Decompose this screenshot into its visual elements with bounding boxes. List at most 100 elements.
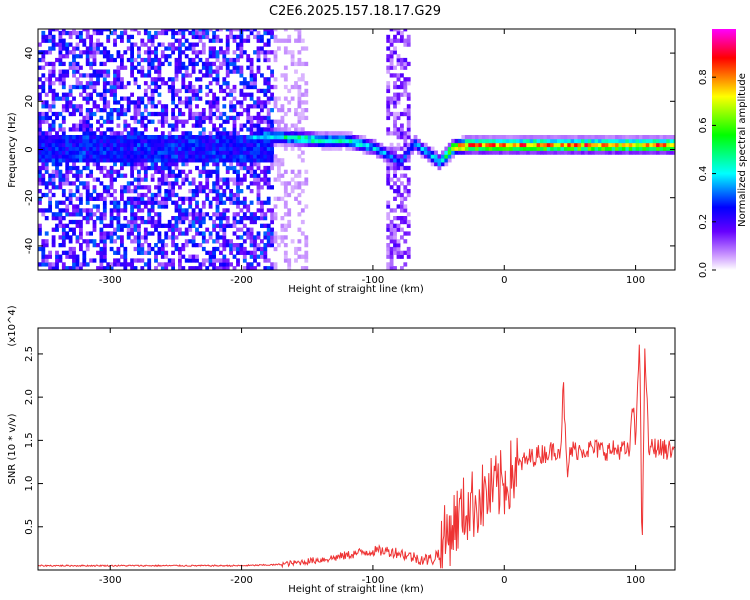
heatmap-cell [236, 154, 240, 159]
heatmap-cell [44, 146, 49, 151]
heatmap-cell [201, 162, 206, 167]
heatmap-cell [222, 127, 227, 132]
heatmap-cell [184, 38, 189, 43]
heatmap-cell [160, 119, 165, 124]
heatmap-cell [130, 61, 135, 67]
heatmap-cell [188, 61, 193, 67]
heatmap-cell [89, 42, 94, 47]
heatmap-cell [553, 138, 558, 144]
heatmap-cell [102, 81, 107, 86]
heatmap-cell [130, 69, 135, 74]
heatmap-cell [400, 131, 404, 136]
heatmap-cell [652, 138, 657, 144]
snr-series-line [38, 344, 675, 569]
heatmap-cell [130, 231, 135, 236]
heatmap-cell [99, 96, 104, 101]
heatmap-cell [205, 158, 210, 163]
heatmap-cell [44, 111, 49, 117]
heatmap-cell [85, 154, 90, 159]
heatmap-cell [536, 146, 541, 151]
heatmap-cell [570, 146, 575, 151]
heatmap-cell [174, 119, 179, 124]
heatmap-cell [239, 104, 244, 109]
heatmap-cell [215, 73, 220, 78]
heatmap-cell [58, 169, 63, 174]
heatmap-cell [198, 185, 203, 190]
heatmap-cell [574, 150, 578, 155]
heatmap-cell [72, 227, 76, 232]
heatmap-cell [58, 150, 63, 155]
heatmap-cell [65, 196, 70, 201]
heatmap-cell [280, 108, 285, 113]
heatmap-cell [277, 38, 281, 43]
heatmap-cell [219, 138, 223, 144]
heatmap-cell [85, 96, 90, 101]
heatmap-cell [164, 154, 169, 159]
heatmap-cell [178, 135, 182, 140]
heatmap-cell [232, 65, 237, 70]
heatmap-cell [273, 57, 278, 63]
x-tick-label: -300 [99, 575, 122, 586]
heatmap-cell [96, 208, 100, 213]
heatmap-cell [174, 135, 179, 140]
heatmap-cell [133, 165, 138, 171]
heatmap-cell [458, 146, 462, 151]
heatmap-cell [219, 154, 223, 159]
heatmap-cell [400, 173, 404, 178]
heatmap-cell [188, 204, 193, 209]
heatmap-cell [68, 104, 73, 109]
heatmap-cell [260, 177, 264, 182]
heatmap-cell [82, 154, 87, 159]
heatmap-cell [154, 154, 158, 159]
heatmap-cell [533, 146, 538, 151]
heatmap-cell [406, 219, 411, 225]
heatmap-cell [106, 111, 111, 117]
heatmap-cell [72, 146, 76, 151]
heatmap-cell [195, 231, 199, 236]
heatmap-cell [505, 135, 510, 140]
heatmap-cell [290, 84, 295, 90]
heatmap-cell [106, 54, 111, 59]
heatmap-cell [143, 250, 148, 255]
heatmap-cell [133, 150, 138, 155]
heatmap-cell [79, 181, 83, 186]
heatmap-cell [143, 88, 148, 94]
heatmap-cell [645, 150, 650, 155]
heatmap-cell [126, 100, 131, 105]
heatmap-cell [253, 142, 257, 148]
heatmap-cell [201, 61, 206, 67]
heatmap-cell [212, 61, 217, 67]
heatmap-cell [164, 235, 169, 240]
heatmap-cell [164, 189, 169, 194]
heatmap-cell [417, 142, 421, 148]
heatmap-cell [109, 235, 114, 240]
heatmap-cell [92, 212, 97, 217]
heatmap-cell [266, 258, 271, 263]
heatmap-cell [283, 96, 288, 101]
heatmap-cell [273, 196, 278, 201]
heatmap-cell [400, 196, 404, 201]
heatmap-cell [222, 96, 227, 101]
heatmap-cell [393, 123, 397, 128]
heatmap-cell [109, 88, 114, 94]
heatmap-cell [557, 142, 561, 148]
heatmap-cell [280, 227, 285, 232]
heatmap-cell [236, 169, 240, 174]
heatmap-cell [167, 146, 172, 151]
heatmap-cell [219, 158, 223, 163]
heatmap-cell [205, 29, 210, 32]
heatmap-cell [300, 142, 305, 148]
heatmap-cell [147, 150, 152, 155]
heatmap-cell [335, 142, 339, 148]
heatmap-cell [154, 46, 158, 51]
heatmap-cell [51, 42, 56, 47]
heatmap-cell [625, 146, 630, 151]
heatmap-cell [133, 65, 138, 70]
heatmap-cell [201, 142, 206, 148]
heatmap-cell [290, 50, 295, 55]
heatmap-cell [171, 162, 176, 167]
heatmap-cell [222, 150, 227, 155]
heatmap-cell [85, 219, 90, 225]
heatmap-cell [400, 158, 404, 163]
heatmap-cell [160, 42, 165, 47]
